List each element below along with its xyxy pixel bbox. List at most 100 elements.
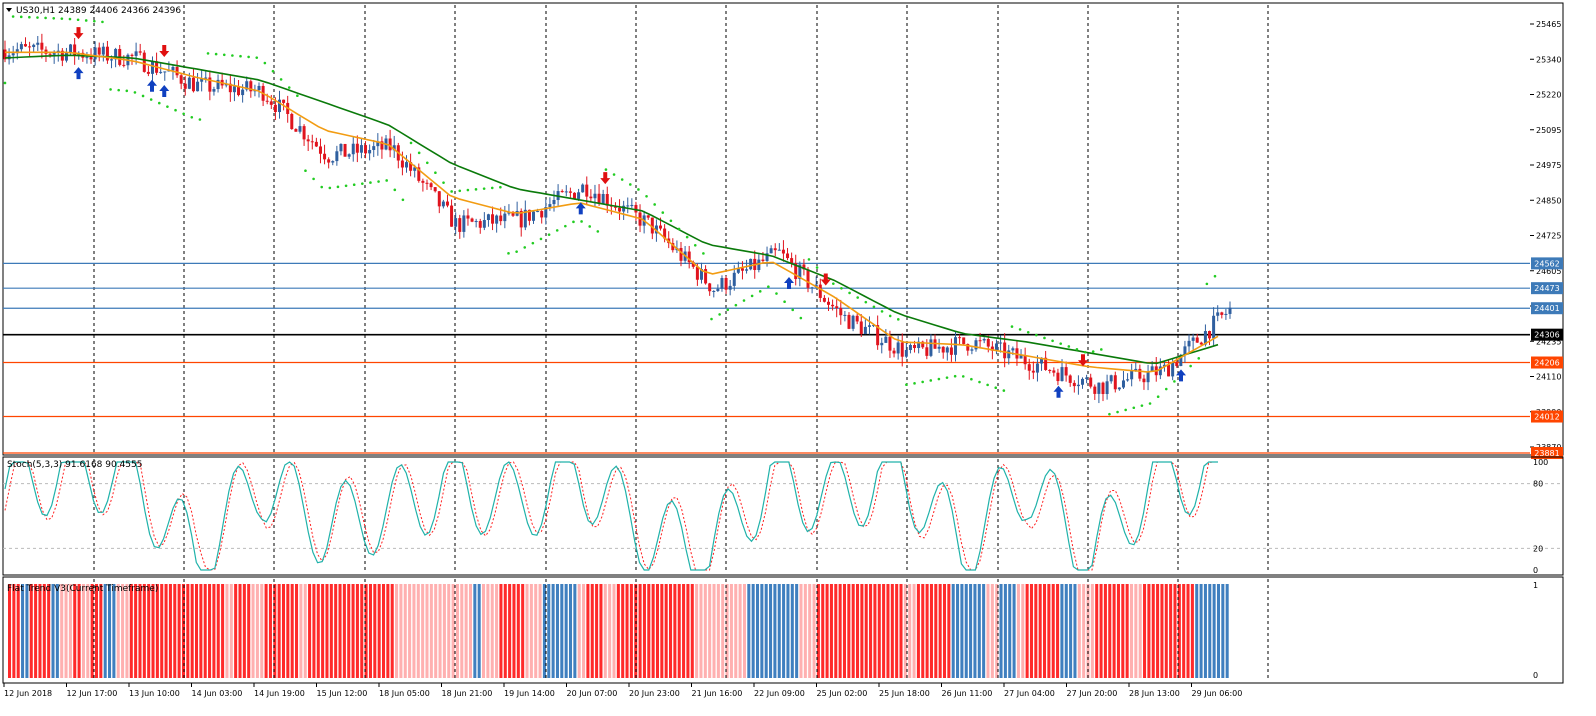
sar-dot [564,224,567,228]
flat-trend-bar [1212,584,1216,678]
buy-arrow-icon [575,202,586,215]
candle-body [1076,384,1080,387]
sar-dot [263,61,267,65]
flat-trend-bar [34,584,38,678]
candle-body [380,141,384,150]
flat-trend-bar [316,584,320,678]
sar-dot [68,17,72,21]
candle-body [409,162,413,171]
flat-trend-bar [286,584,290,678]
sar-dot [539,237,543,241]
flat-trend-bar [856,584,860,678]
flat-trend-bar [194,584,199,678]
candle-body [618,207,622,212]
flat-trend-bar [142,584,146,678]
sar-dot [1108,412,1111,416]
flat-trend-bar [664,584,668,678]
candle-body [999,342,1003,344]
candle-body [462,215,466,232]
candle-body [212,89,216,92]
sar-dot [1205,282,1209,286]
flat-trend-bar [447,584,451,678]
flat-trend-bar [16,584,20,678]
level-label-box [1531,447,1563,459]
candle-body [523,209,527,228]
flat-trend-bar [64,584,68,678]
candle-body [798,264,802,280]
flat-trend-bar [460,584,464,678]
flat-trend-bar [368,584,372,678]
flat-trend-bar [8,584,12,678]
sar-dot [320,185,324,189]
sar-dot [328,186,332,190]
candle-body [1171,362,1175,377]
candle-body [359,145,363,153]
candle-body [392,145,396,151]
flat-trend-bar [834,584,838,678]
candle-body [1105,381,1109,395]
flat-trend-bar [355,584,359,678]
sar-dot [1035,333,1038,337]
flat-trend-bar [534,584,538,678]
level-label: 24473 [1534,284,1559,293]
flat-trend-bar [1169,584,1173,678]
flat-trend-bar [73,584,77,678]
candle-body [413,167,417,171]
stochastic-tick-label: 80 [1533,480,1543,489]
candle-body [876,325,880,346]
candle-body [1093,386,1097,394]
flat-trend-bar [273,584,277,678]
candle-body [568,191,572,193]
flat-trend-bar [342,584,346,678]
candle-body [630,204,634,206]
candle-body [1134,368,1138,371]
flat-trend-bar [412,584,416,678]
candle-body [388,138,392,151]
flat-trend-bar [147,584,151,678]
flat-trend-bar [164,584,168,678]
flat-trend-bar [455,584,459,678]
main-panel-frame [2,2,1564,456]
flat-trend-bar [1151,584,1155,678]
sar-dot [1132,406,1136,410]
sar-dot [612,173,616,176]
candle-body [872,325,876,327]
flat-trend-bar [773,584,777,678]
menu-triangle-icon[interactable] [6,8,12,12]
candle-body [929,339,933,356]
sar-dot [1156,395,1160,399]
candle-body [1162,364,1166,367]
flat-trend-bar [1225,584,1229,678]
sar-dot [239,54,242,58]
flat-trend-bar [621,584,625,678]
flat-trend-bar [490,584,494,678]
flat-trend-bar [1203,584,1207,678]
candle-body [1052,370,1056,373]
flat-trend-bar [451,584,455,678]
level-label-box [1531,257,1563,270]
sar-dot [425,161,429,165]
sar-dot [840,286,843,290]
candle-body [511,212,515,216]
level-label-box [1531,328,1563,341]
flat-trend-bar [203,584,207,678]
sar-dot [36,16,39,19]
candle-body [1146,371,1150,383]
candle-body [1117,387,1121,390]
flat-trend-bar [838,584,842,678]
flat-trend-bar [229,584,233,678]
candle-body [491,214,495,224]
candle-body [839,308,843,316]
flat-trend-bar [477,584,481,678]
flat-trend-bar [716,584,720,678]
flat-trend-bar [960,584,964,678]
candle-body [405,162,409,168]
flat-trend-bar [786,584,790,678]
candle-body [925,347,929,356]
flat-trend-bar [429,584,433,678]
signal-arrows [73,27,1186,398]
price-tick-label: 25095 [1536,126,1561,135]
flat-trend-bar [690,584,694,678]
candle-body [572,192,576,199]
sell-arrow-icon [820,273,831,286]
